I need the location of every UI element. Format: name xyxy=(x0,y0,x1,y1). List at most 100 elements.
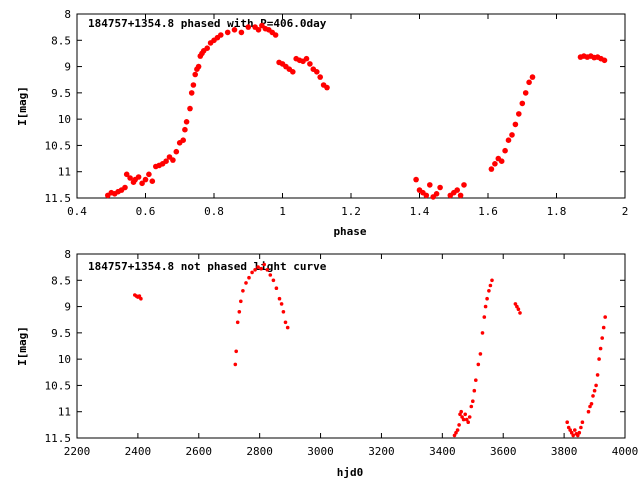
y-tick-label: 10.5 xyxy=(45,139,72,152)
data-point xyxy=(580,420,585,425)
x-tick-label: 0.4 xyxy=(67,205,87,218)
data-point xyxy=(515,304,519,309)
panel-top: 184757+1354.8 phased with P=406.0day pha… xyxy=(16,8,628,238)
data-point xyxy=(488,283,493,288)
data-point xyxy=(146,171,152,178)
data-point xyxy=(283,320,288,325)
data-point xyxy=(591,394,595,398)
data-point xyxy=(218,32,224,38)
data-point xyxy=(460,415,464,419)
y-tick-label: 9 xyxy=(64,61,71,74)
data-point xyxy=(231,27,238,33)
data-point xyxy=(250,270,254,275)
data-point xyxy=(472,388,477,393)
data-point xyxy=(498,158,505,164)
data-point xyxy=(279,302,284,306)
plot-title: 184757+1354.8 phased with P=406.0day xyxy=(88,17,327,30)
data-point xyxy=(204,45,210,51)
data-point xyxy=(571,433,575,438)
x-tick-label: 4000 xyxy=(612,445,639,458)
data-point xyxy=(461,417,466,422)
data-point xyxy=(149,178,156,184)
data-point xyxy=(182,126,188,133)
data-point xyxy=(482,315,487,319)
y-tick-label: 11 xyxy=(58,406,71,419)
data-point xyxy=(594,383,598,388)
y-tick-label: 9 xyxy=(64,301,71,314)
x-tick-label: 3600 xyxy=(490,445,517,458)
y-tick-label: 8.5 xyxy=(51,34,71,47)
data-point xyxy=(529,74,536,80)
data-point xyxy=(519,100,526,107)
x-tick-label: 1.8 xyxy=(547,205,567,218)
data-point xyxy=(265,268,270,272)
data-point xyxy=(502,147,508,154)
data-point xyxy=(492,161,498,167)
data-point xyxy=(123,171,130,178)
data-point xyxy=(589,402,594,406)
data-point xyxy=(579,425,583,430)
data-point xyxy=(290,69,296,75)
y-tick-label: 10 xyxy=(58,113,71,126)
data-point xyxy=(588,404,592,409)
data-point xyxy=(192,71,198,78)
data-point xyxy=(452,433,457,438)
data-point xyxy=(195,63,202,70)
data-point xyxy=(245,24,252,30)
data-point xyxy=(577,430,582,435)
data-point xyxy=(483,304,488,309)
data-point xyxy=(262,262,267,267)
data-point xyxy=(454,187,461,193)
y-tick-label: 8 xyxy=(64,248,71,261)
data-point xyxy=(516,307,521,312)
data-point xyxy=(522,90,529,96)
data-point xyxy=(314,69,320,75)
data-point xyxy=(568,428,572,432)
data-point xyxy=(576,433,580,438)
data-point xyxy=(569,430,574,435)
data-point xyxy=(272,32,279,38)
data-point xyxy=(256,265,260,269)
data-point xyxy=(281,310,286,314)
data-point xyxy=(592,388,597,393)
data-point xyxy=(139,296,143,301)
plot-title: 184757+1354.8 not phased light curve xyxy=(88,260,327,273)
x-tick-label: 3400 xyxy=(429,445,456,458)
data-point xyxy=(237,310,242,314)
data-point xyxy=(180,137,186,143)
panel-bottom: 184757+1354.8 not phased light curve hjd… xyxy=(16,248,638,479)
y-tick-label: 10.5 xyxy=(45,379,72,392)
data-point xyxy=(512,121,519,128)
y-tick-label: 8.5 xyxy=(51,274,71,287)
data-point xyxy=(255,27,262,33)
data-point xyxy=(518,311,522,315)
data-point xyxy=(466,420,471,425)
data-point xyxy=(244,281,248,285)
data-point xyxy=(454,430,458,435)
data-point xyxy=(509,132,515,138)
data-point xyxy=(603,315,607,319)
data-point xyxy=(224,29,231,36)
data-point xyxy=(303,55,310,62)
data-point xyxy=(478,352,483,356)
x-tick-label: 1.4 xyxy=(410,205,430,218)
x-axis-label: hjd0 xyxy=(337,466,364,479)
data-point xyxy=(233,362,238,367)
data-point xyxy=(241,289,245,293)
y-axis-label: I[mag] xyxy=(16,326,29,366)
x-tick-label: 2400 xyxy=(125,445,152,458)
y-tick-label: 10 xyxy=(58,353,71,366)
x-tick-label: 2800 xyxy=(246,445,273,458)
data-point xyxy=(127,175,133,181)
data-point xyxy=(188,90,195,96)
data-point xyxy=(163,158,169,164)
data-point xyxy=(324,84,330,91)
data-point xyxy=(433,191,440,197)
data-point xyxy=(488,166,495,172)
data-point xyxy=(139,180,145,187)
data-point xyxy=(122,184,128,191)
data-point xyxy=(487,289,491,293)
x-tick-label: 2200 xyxy=(64,445,91,458)
data-point xyxy=(457,192,464,199)
